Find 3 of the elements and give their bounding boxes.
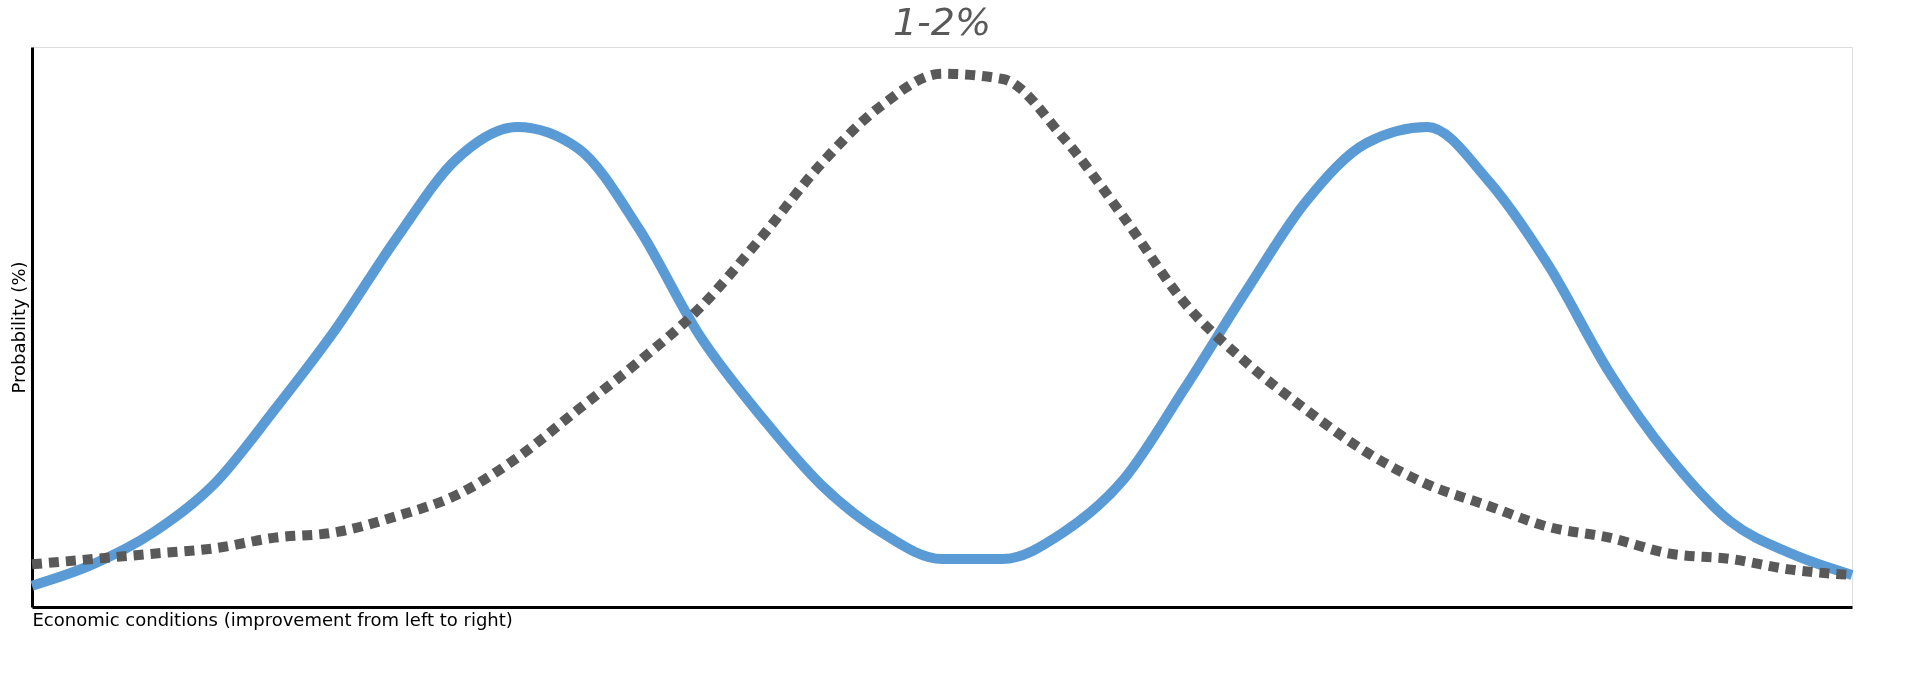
text: 1-2% [892, 0, 992, 44]
y-axis-title: Probability (%) [7, 261, 29, 394]
x-axis-title: Economic conditions (improvement from left to right) [32, 608, 513, 630]
